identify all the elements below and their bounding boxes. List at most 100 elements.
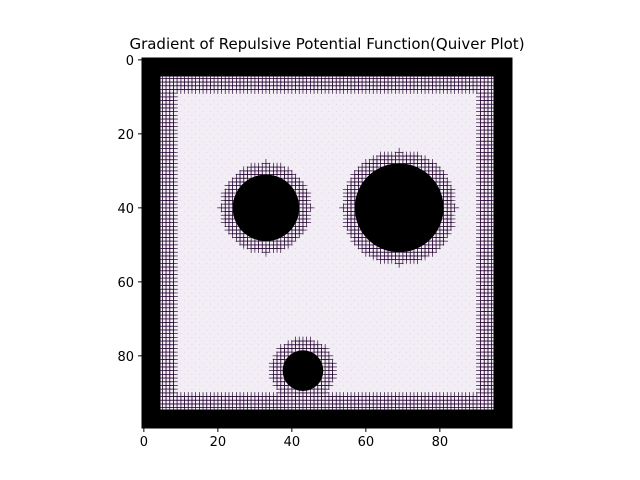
field-arrow (417, 311, 418, 312)
field-arrow (358, 163, 359, 164)
field-arrow (376, 300, 378, 301)
field-arrow (324, 115, 326, 116)
field-arrow (295, 322, 296, 323)
field-arrow (195, 126, 196, 127)
field-arrow (217, 259, 219, 260)
field-arrow (461, 251, 463, 253)
field-arrow (202, 200, 204, 201)
field-arrow (376, 337, 378, 338)
field-arrow (191, 129, 193, 131)
field-arrow (443, 129, 444, 131)
field-arrow (339, 285, 341, 286)
field-arrow (435, 337, 437, 338)
field-arrow (210, 266, 211, 268)
field-arrow (269, 333, 270, 334)
field-arrow (302, 314, 304, 316)
field-arrow (395, 311, 396, 312)
field-arrow (395, 148, 396, 149)
field-arrow (365, 281, 367, 283)
field-arrow (276, 274, 278, 275)
field-arrow (254, 311, 256, 312)
field-arrow (458, 181, 459, 183)
field-arrow (280, 122, 282, 124)
field-arrow (417, 103, 418, 105)
field-arrow (206, 203, 208, 205)
field-arrow (324, 322, 326, 323)
field-arrow (261, 111, 263, 112)
field-arrow (369, 322, 370, 323)
field-arrow (413, 115, 415, 116)
field-arrow (450, 122, 452, 124)
field-arrow (184, 196, 185, 198)
field-arrow (180, 192, 182, 194)
field-arrow (199, 255, 200, 257)
field-arrow (313, 126, 315, 127)
field-arrow (180, 177, 182, 179)
field-arrow (361, 329, 363, 331)
field-arrow (402, 325, 404, 327)
field-arrow (247, 318, 248, 320)
field-arrow (450, 107, 452, 109)
field-arrow (391, 92, 393, 94)
field-arrow (387, 288, 389, 290)
field-arrow (313, 318, 315, 320)
field-arrow (280, 115, 282, 116)
field-arrow (391, 270, 393, 272)
field-arrow (217, 103, 219, 105)
field-arrow (461, 177, 463, 179)
field-arrow (217, 214, 219, 216)
field-arrow (461, 133, 463, 135)
field-arrow (273, 263, 274, 264)
field-arrow (276, 155, 278, 157)
field-arrow (432, 126, 433, 127)
field-arrow (372, 311, 374, 312)
field-arrow (339, 277, 341, 279)
field-arrow (339, 226, 341, 227)
field-arrow (191, 248, 193, 249)
field-arrow (395, 111, 396, 112)
field-arrow (232, 118, 233, 120)
field-arrow (176, 159, 178, 161)
field-arrow (450, 329, 452, 331)
field-arrow (339, 100, 341, 101)
field-arrow (239, 318, 241, 320)
field-arrow (265, 337, 267, 338)
field-arrow (361, 115, 363, 116)
field-arrow (395, 140, 396, 142)
field-arrow (295, 115, 296, 116)
field-arrow (361, 255, 363, 257)
field-arrow (221, 285, 222, 286)
field-arrow (243, 329, 245, 331)
field-arrow (328, 281, 330, 283)
field-arrow (191, 240, 193, 242)
field-arrow (324, 189, 326, 190)
field-arrow (313, 192, 315, 194)
field-arrow (202, 177, 204, 179)
field-arrow (221, 122, 222, 124)
field-arrow (213, 174, 215, 175)
field-arrow (306, 266, 307, 268)
field-arrow (439, 111, 441, 112)
field-arrow (276, 126, 278, 127)
field-arrow (332, 218, 333, 220)
field-arrow (273, 300, 274, 301)
field-arrow (321, 311, 322, 312)
field-arrow (213, 196, 215, 198)
field-arrow (236, 322, 237, 323)
field-arrow (265, 152, 267, 153)
field-arrow (343, 170, 344, 172)
field-arrow (199, 144, 200, 146)
field-arrow (228, 270, 230, 272)
field-arrow (276, 303, 278, 305)
field-arrow (213, 152, 215, 153)
field-arrow (358, 259, 359, 260)
field-arrow (406, 292, 407, 294)
field-arrow (187, 192, 189, 194)
field-arrow (284, 103, 285, 105)
field-arrow (446, 281, 448, 283)
field-arrow (221, 240, 222, 242)
field-arrow (428, 137, 430, 138)
field-arrow (306, 259, 307, 260)
field-arrow (395, 288, 396, 290)
field-arrow (439, 274, 441, 275)
